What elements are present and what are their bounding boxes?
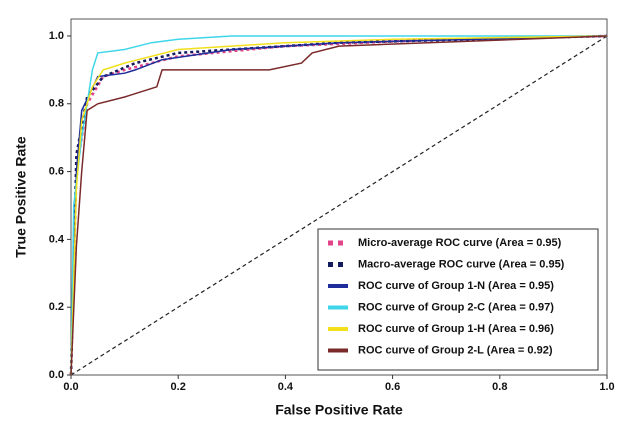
diagonal-line	[70, 35, 608, 376]
legend: Micro-average ROC curve (Area = 0.95) Mac…	[317, 228, 599, 371]
x-tick-label: 0.8	[492, 381, 507, 393]
y-tick-label: 1.0	[49, 30, 64, 42]
y-tick-label: 0.8	[49, 98, 64, 110]
x-tick-label: 1.0	[599, 381, 614, 393]
roc-line	[70, 35, 608, 376]
legend-label: Micro-average ROC curve (Area = 0.95)	[358, 237, 562, 249]
x-axis-title: False Positive Rate	[275, 402, 403, 418]
legend-label: ROC curve of Group 2-L (Area = 0.92)	[358, 344, 553, 356]
legend-label: ROC curve of Group 1-H (Area = 0.96)	[358, 323, 554, 335]
roc-line	[70, 35, 608, 376]
roc-line	[70, 35, 608, 376]
legend-box	[317, 228, 599, 371]
y-tick-label: 0.6	[49, 165, 64, 177]
y-axis-title: True Positive Rate	[13, 136, 29, 258]
legend-label: ROC curve of Group 1-N (Area = 0.95)	[358, 280, 554, 292]
y-tick-label: 0.4	[49, 233, 65, 245]
x-tick-label: 0.4	[278, 381, 294, 393]
y-tick-label: 0.0	[49, 369, 64, 381]
legend-label: ROC curve of Group 2-C (Area = 0.97)	[358, 301, 554, 313]
y-tick-label: 0.2	[49, 301, 64, 313]
x-tick-label: 0.2	[171, 381, 186, 393]
legend-label: Macro-average ROC curve (Area = 0.95)	[358, 258, 565, 270]
x-tick-label: 0.6	[385, 381, 400, 393]
x-tick-label: 0.0	[63, 381, 78, 393]
